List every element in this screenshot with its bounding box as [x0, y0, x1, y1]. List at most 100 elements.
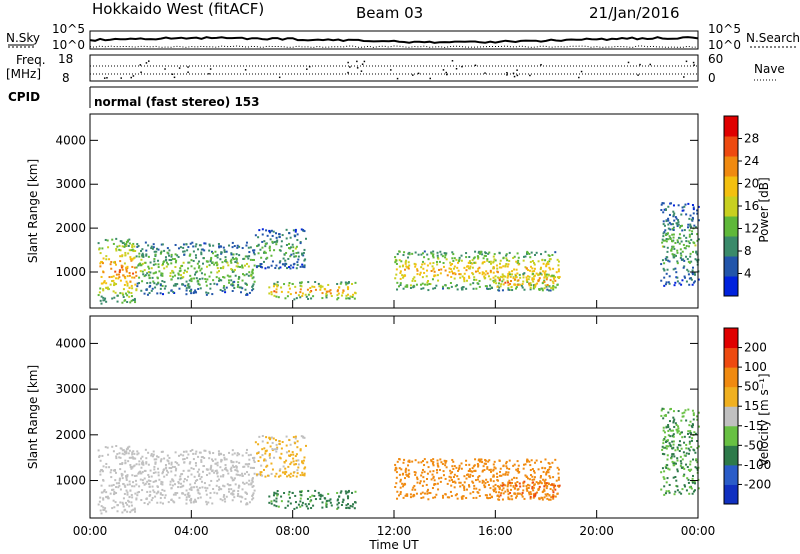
power-cell: [545, 273, 548, 276]
velocity-cell: [140, 457, 143, 460]
velocity-cell: [125, 451, 128, 454]
velocity-cell: [327, 492, 330, 495]
velocity-cell: [552, 497, 555, 500]
velocity-cell: [256, 473, 259, 476]
freq-dots: [103, 60, 695, 80]
power-cell: [155, 283, 158, 286]
velocity-cell: [548, 475, 551, 478]
power-cell: [303, 230, 306, 233]
velocity-cell: [253, 461, 256, 464]
power-cell: [235, 253, 238, 256]
velocity-cell: [154, 480, 157, 483]
velocity-cell: [110, 476, 113, 479]
velocity-cell: [674, 449, 677, 452]
freq-panel: Freq. [MHz] 18 8 60 0 Nave: [6, 52, 785, 85]
velocity-cell: [550, 496, 553, 499]
power-cell: [673, 219, 676, 222]
power-cell: [174, 253, 177, 256]
power-cell: [116, 245, 119, 248]
power-cell: [293, 298, 296, 301]
velocity-cell: [168, 462, 171, 465]
power-cell: [256, 265, 259, 268]
velocity-cell: [129, 511, 132, 514]
velocity-cell: [193, 482, 196, 485]
velocity-cell: [198, 486, 201, 489]
freq-dot: [639, 63, 641, 66]
velocity-cell: [102, 506, 105, 509]
velocity-cell: [672, 476, 675, 479]
velocity-cell: [524, 474, 527, 477]
power-cell: [110, 275, 113, 278]
velocity-cell: [200, 476, 203, 479]
velocity-cell: [147, 451, 150, 454]
velocity-cell: [404, 469, 407, 472]
power-cell: [665, 258, 668, 261]
power-cell: [138, 255, 141, 258]
power-cell: [403, 251, 406, 254]
velocity-cell: [208, 450, 211, 453]
velocity-cell: [427, 488, 430, 491]
velocity-cell: [675, 428, 678, 431]
power-cell: [516, 261, 519, 264]
power-cell: [496, 285, 499, 288]
power-cell: [455, 258, 458, 261]
velocity-cell: [134, 479, 137, 482]
power-cell: [249, 246, 252, 249]
velocity-cell: [681, 415, 684, 418]
power-cell: [212, 279, 215, 282]
velocity-cell: [680, 492, 683, 495]
power-cell: [493, 281, 496, 284]
power-cell: [498, 266, 501, 269]
power-cell: [125, 240, 128, 243]
velocity-cell: [444, 461, 447, 464]
power-cell: [514, 273, 517, 276]
power-cell: [426, 253, 429, 256]
velocity-cell: [458, 481, 461, 484]
velocity-cell: [666, 440, 669, 443]
velocity-cell: [401, 473, 404, 476]
power-cell: [112, 242, 115, 245]
power-cell: [258, 229, 261, 232]
power-cell: [399, 277, 402, 280]
power-cell: [287, 257, 290, 260]
velocity-cell: [119, 501, 122, 504]
velocity-cell: [161, 472, 164, 475]
velocity-cell: [548, 494, 551, 497]
velocity-cell: [681, 412, 684, 415]
velocity-cell: [145, 457, 148, 460]
velocity-cell: [303, 472, 306, 475]
velocity-cell: [436, 471, 439, 474]
velocity-cell: [687, 481, 690, 484]
power-cell: [665, 238, 668, 241]
velocity-cell: [219, 498, 222, 501]
velocity-cell: [555, 479, 558, 482]
power-cell: [515, 286, 518, 289]
power-cell: [492, 267, 495, 270]
power-cell: [227, 264, 230, 267]
x-tick-label: 00:00: [73, 524, 108, 538]
power-cell: [421, 263, 424, 266]
velocity-cell: [672, 443, 675, 446]
power-cell: [539, 272, 542, 275]
velocity-cell: [395, 476, 398, 479]
freq-dot: [347, 61, 349, 64]
velocity-cell: [283, 461, 286, 464]
velocity-cell: [475, 496, 478, 499]
power-cell: [124, 254, 127, 257]
velocity-cell: [506, 473, 509, 476]
freq-dot: [580, 70, 583, 73]
power-cell: [460, 287, 463, 290]
power-cell: [148, 285, 151, 288]
freq-dot: [685, 60, 688, 63]
power-cell: [174, 266, 177, 269]
velocity-cell: [148, 483, 151, 486]
power-cell: [304, 258, 307, 261]
velocity-cell: [323, 497, 326, 500]
power-cell: [130, 292, 133, 295]
power-cell: [529, 282, 532, 285]
power-cell: [137, 244, 140, 247]
power-cell: [461, 288, 464, 291]
power-cell: [549, 258, 552, 261]
velocity-cell: [102, 490, 105, 493]
velocity-cell: [273, 456, 276, 459]
